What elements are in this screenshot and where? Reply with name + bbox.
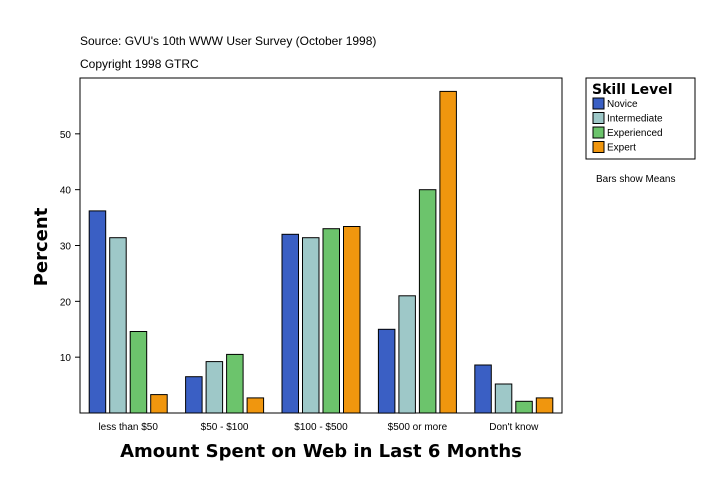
bar-novice-3 <box>377 328 396 414</box>
bars-group <box>88 90 554 414</box>
legend-swatch-experienced <box>592 126 605 139</box>
y-tick-label: 50 <box>60 130 72 141</box>
bar-expert-4 <box>535 397 554 414</box>
bar-expert-2 <box>343 226 361 414</box>
y-tick-label: 10 <box>60 353 72 364</box>
y-tick-label: 20 <box>60 297 72 308</box>
bar-experienced-2 <box>322 228 340 414</box>
bar-experienced-3 <box>418 189 437 414</box>
legend-swatch-expert <box>592 141 605 153</box>
bar-novice-2 <box>281 233 299 414</box>
x-axis-ticks: less than $50 $50 - $100 $100 - $500 $500 o… <box>98 422 539 433</box>
bar-intermediate-4 <box>494 383 513 414</box>
y-tick-label: 30 <box>60 242 72 253</box>
plot-area <box>79 77 563 414</box>
bar-intermediate-0 <box>109 237 127 414</box>
legend-label-novice: Novice <box>607 99 638 110</box>
bar-novice-0 <box>88 210 107 414</box>
bar-intermediate-2 <box>302 237 320 414</box>
bar-novice-4 <box>474 364 492 414</box>
bar-expert-0 <box>150 394 168 414</box>
y-axis-label: Percent <box>31 207 52 286</box>
x-tick-label: $100 - $500 <box>294 422 348 433</box>
bar-intermediate-3 <box>398 295 416 414</box>
legend-label-intermediate: Intermediate <box>607 114 663 125</box>
bar-novice-1 <box>185 376 203 414</box>
y-axis-ticks: 10 20 30 40 50 <box>60 130 80 364</box>
x-tick-label: Don't know <box>489 422 539 433</box>
x-tick-label: $50 - $100 <box>201 422 249 433</box>
bar-experienced-4 <box>515 400 533 414</box>
legend-label-experienced: Experienced <box>607 128 663 139</box>
legend: Skill Level Novice Intermediate Experience… <box>585 77 696 160</box>
x-axis-label: Amount Spent on Web in Last 6 Months <box>120 441 522 462</box>
legend-swatch-novice <box>592 97 605 110</box>
source-line: Source: GVU's 10th WWW User Survey (Octo… <box>80 34 376 48</box>
legend-label-expert: Expert <box>607 143 636 154</box>
bar-expert-3 <box>439 90 457 414</box>
x-tick-label: less than $50 <box>98 422 158 433</box>
copyright-line: Copyright 1998 GTRC <box>80 57 199 71</box>
bar-experienced-0 <box>129 331 148 414</box>
legend-title: Skill Level <box>592 82 673 98</box>
legend-swatch-intermediate <box>592 112 605 124</box>
y-tick-label: 40 <box>60 186 72 197</box>
x-tick-label: $500 or more <box>388 422 448 433</box>
chart-note: Bars show Means <box>596 174 675 185</box>
bar-experienced-1 <box>226 353 244 414</box>
bar-intermediate-1 <box>205 361 224 414</box>
bar-expert-1 <box>246 397 265 414</box>
